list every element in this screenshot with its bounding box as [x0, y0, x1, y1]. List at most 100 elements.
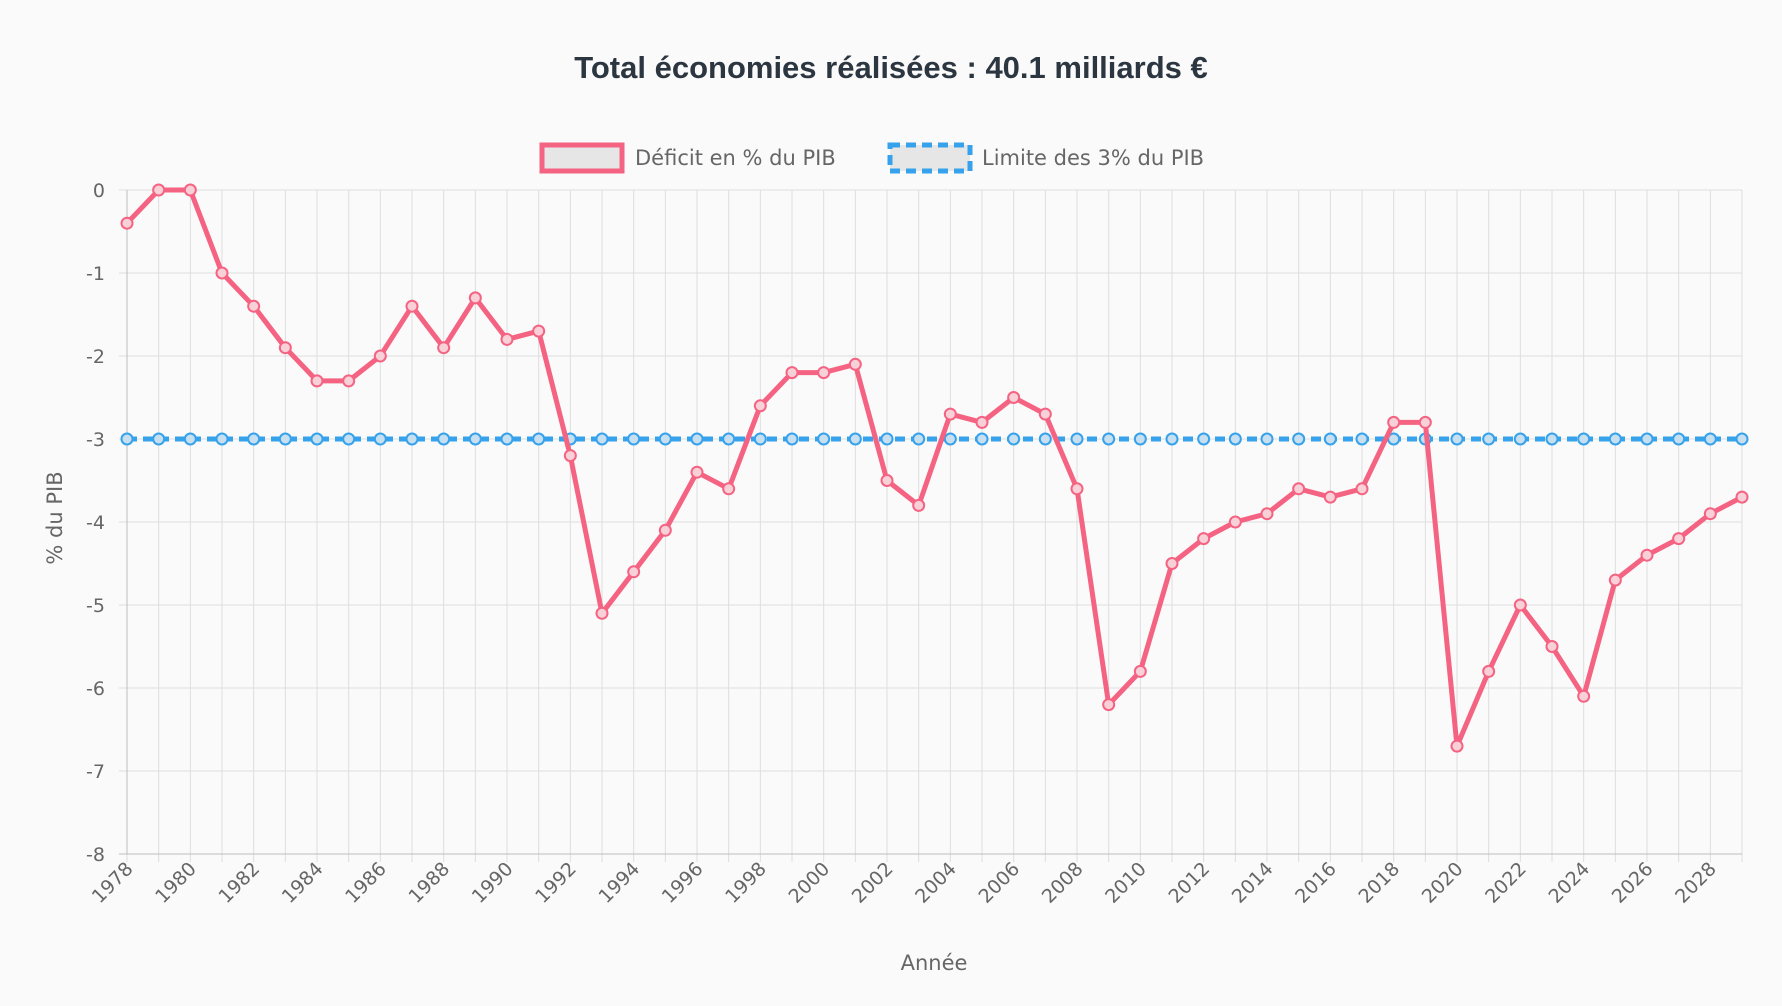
data-point[interactable] [1735, 432, 1749, 446]
data-point[interactable] [1038, 432, 1052, 446]
data-point[interactable] [1228, 515, 1242, 529]
data-point[interactable] [785, 432, 799, 446]
data-point[interactable] [468, 291, 482, 305]
data-point[interactable] [247, 432, 261, 446]
data-point[interactable] [1703, 432, 1717, 446]
data-point[interactable] [215, 432, 229, 446]
data-point[interactable] [1102, 698, 1116, 712]
data-point[interactable] [722, 432, 736, 446]
data-point[interactable] [1577, 432, 1591, 446]
data-point[interactable] [342, 374, 356, 388]
data-point[interactable] [1070, 482, 1084, 496]
data-point[interactable] [278, 432, 292, 446]
data-point[interactable] [1038, 407, 1052, 421]
data-point[interactable] [183, 432, 197, 446]
data-point[interactable] [1165, 557, 1179, 570]
data-point[interactable] [437, 341, 451, 355]
data-point[interactable] [880, 432, 894, 446]
data-point[interactable] [152, 183, 166, 197]
data-point[interactable] [1418, 415, 1432, 429]
data-point[interactable] [1102, 432, 1116, 446]
data-point[interactable] [342, 432, 356, 446]
data-point[interactable] [1323, 490, 1337, 504]
data-point[interactable] [1482, 664, 1496, 678]
data-point[interactable] [912, 498, 926, 512]
data-point[interactable] [120, 216, 134, 230]
data-point[interactable] [627, 565, 641, 579]
data-point[interactable] [1545, 432, 1559, 446]
data-point[interactable] [722, 482, 736, 496]
data-point[interactable] [1608, 432, 1622, 446]
data-point[interactable] [500, 332, 514, 346]
data-point[interactable] [1545, 640, 1559, 653]
data-point[interactable] [1640, 548, 1654, 562]
data-point[interactable] [1007, 432, 1021, 446]
data-point[interactable] [1197, 532, 1211, 546]
data-point[interactable] [1672, 432, 1686, 446]
data-point[interactable] [753, 432, 767, 446]
legend-item-deficit[interactable]: Déficit en % du PIB [539, 142, 836, 174]
data-point[interactable] [1355, 432, 1369, 446]
data-point[interactable] [1292, 482, 1306, 496]
data-point[interactable] [1292, 432, 1306, 446]
data-point[interactable] [1703, 507, 1717, 521]
data-point[interactable] [1007, 391, 1021, 404]
data-point[interactable] [1513, 598, 1527, 612]
data-point[interactable] [785, 366, 799, 380]
data-point[interactable] [373, 432, 387, 446]
data-point[interactable] [278, 341, 292, 355]
data-point[interactable] [943, 432, 957, 446]
data-point[interactable] [1133, 432, 1147, 446]
data-point[interactable] [1133, 664, 1147, 678]
data-point[interactable] [912, 432, 926, 446]
data-point[interactable] [120, 432, 134, 446]
data-point[interactable] [627, 432, 641, 446]
data-point[interactable] [152, 432, 166, 446]
data-point[interactable] [848, 432, 862, 446]
data-point[interactable] [1165, 432, 1179, 446]
data-point[interactable] [468, 432, 482, 446]
data-point[interactable] [943, 407, 957, 421]
data-point[interactable] [817, 432, 831, 446]
data-point[interactable] [1450, 739, 1464, 753]
data-point[interactable] [1387, 415, 1401, 429]
data-point[interactable] [1070, 432, 1084, 446]
data-point[interactable] [975, 415, 989, 429]
data-point[interactable] [1260, 432, 1274, 446]
data-point[interactable] [215, 266, 229, 280]
data-point[interactable] [437, 432, 451, 446]
data-point[interactable] [373, 349, 387, 363]
data-point[interactable] [405, 432, 419, 446]
data-point[interactable] [848, 357, 862, 371]
data-point[interactable] [1608, 573, 1622, 587]
legend-item-limit[interactable]: Limite des 3% du PIB [887, 142, 1204, 174]
data-point[interactable] [690, 432, 704, 446]
data-point[interactable] [532, 432, 546, 446]
data-point[interactable] [1513, 432, 1527, 446]
data-point[interactable] [563, 449, 577, 463]
data-point[interactable] [658, 523, 672, 537]
data-point[interactable] [310, 374, 324, 388]
data-point[interactable] [1450, 432, 1464, 446]
data-point[interactable] [1197, 432, 1211, 446]
data-point[interactable] [658, 432, 672, 446]
data-point[interactable] [690, 465, 704, 479]
data-point[interactable] [753, 399, 767, 413]
data-point[interactable] [532, 324, 546, 338]
data-point[interactable] [1260, 507, 1274, 521]
data-point[interactable] [310, 432, 324, 446]
data-point[interactable] [500, 432, 514, 446]
data-point[interactable] [1355, 482, 1369, 496]
data-point[interactable] [1228, 432, 1242, 446]
data-point[interactable] [247, 299, 261, 313]
data-point[interactable] [1640, 432, 1654, 446]
data-point[interactable] [880, 474, 894, 487]
data-point[interactable] [1482, 432, 1496, 446]
data-point[interactable] [405, 299, 419, 313]
data-point[interactable] [1323, 432, 1337, 446]
data-point[interactable] [1735, 490, 1749, 504]
data-point[interactable] [1672, 532, 1686, 546]
data-point[interactable] [975, 432, 989, 446]
data-point[interactable] [817, 366, 831, 380]
data-point[interactable] [1577, 689, 1591, 703]
